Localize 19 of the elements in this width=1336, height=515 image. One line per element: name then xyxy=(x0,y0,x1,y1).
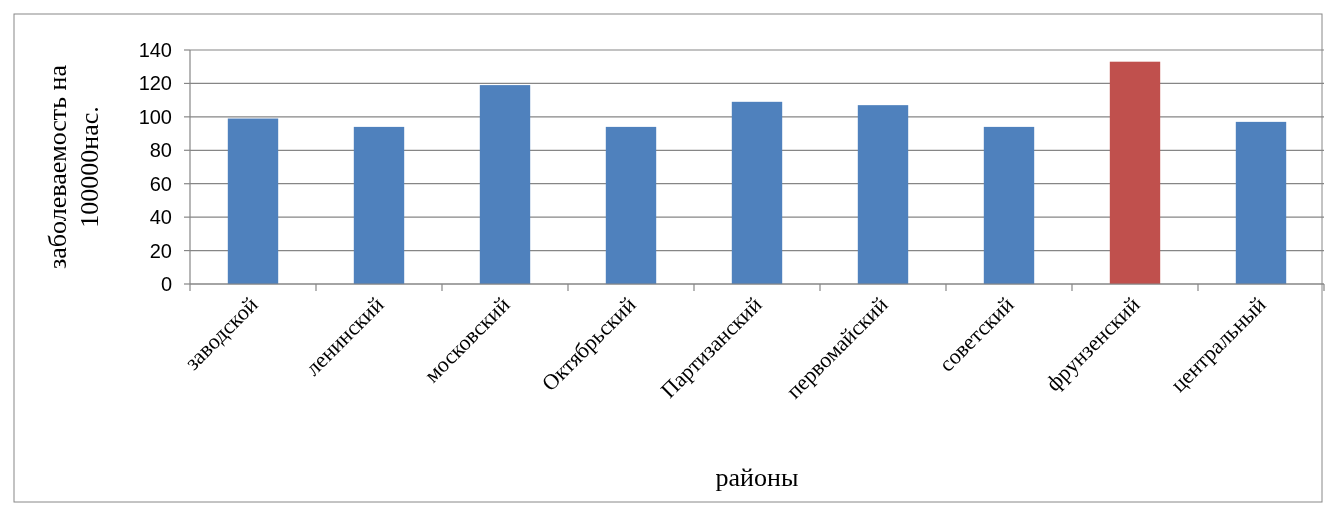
bar xyxy=(605,126,657,284)
y-tick-label: 80 xyxy=(149,139,172,162)
y-tick-label: 100 xyxy=(138,105,172,128)
bar xyxy=(1109,61,1161,284)
y-tick-label: 140 xyxy=(138,39,172,61)
y-tick-label: 40 xyxy=(149,206,172,229)
y-axis-title: заболеваемость на 100000нас. xyxy=(43,64,104,270)
y-tick-label: 120 xyxy=(138,72,172,95)
bar xyxy=(857,105,909,284)
bar xyxy=(353,126,405,284)
bar xyxy=(983,126,1035,284)
bar xyxy=(731,101,783,284)
y-tick-label: 60 xyxy=(149,172,172,195)
bar xyxy=(1235,121,1287,284)
y-tick-label: 0 xyxy=(160,273,172,295)
bar xyxy=(227,118,279,284)
x-axis-title: районы xyxy=(715,463,799,492)
bar xyxy=(479,85,531,284)
y-tick-label: 20 xyxy=(149,239,172,262)
